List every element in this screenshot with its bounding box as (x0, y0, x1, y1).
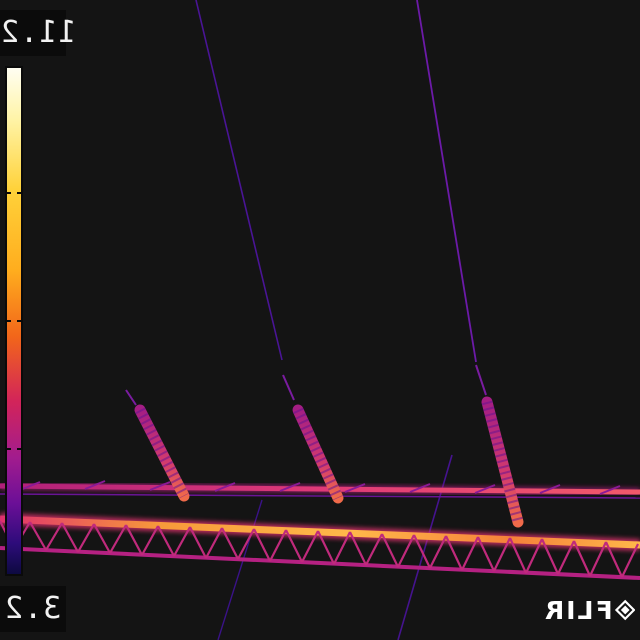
flir-logo: FLIR (543, 594, 635, 626)
temperature-min-readout: 3.2 (0, 586, 66, 632)
lower-wire-left (217, 499, 263, 640)
flir-diamond-icon (614, 599, 635, 621)
insulator-right (475, 364, 524, 528)
scale-tick (5, 192, 11, 194)
insulator-middle (282, 374, 344, 504)
scale-tick (5, 320, 11, 322)
scale-tick (17, 192, 23, 194)
temperature-max-readout: 11.2 (0, 10, 76, 56)
color-scale-gradient (7, 68, 21, 574)
cross-arms (19, 480, 621, 495)
lower-wire-right (397, 454, 453, 640)
overhead-wire-right (416, 0, 477, 363)
scale-tick (5, 448, 11, 450)
brand-name: FLIR (543, 595, 613, 625)
insulator-left (125, 389, 190, 502)
temperature-max-value: 11.2 (0, 15, 77, 50)
upper-rail (0, 482, 640, 499)
temperature-color-scale (5, 66, 23, 576)
scale-tick (17, 448, 23, 450)
overhead-wire-left (195, 0, 283, 361)
temperature-min-value: 3.2 (4, 591, 62, 626)
truss-beam (0, 513, 640, 580)
scale-tick (17, 320, 23, 322)
